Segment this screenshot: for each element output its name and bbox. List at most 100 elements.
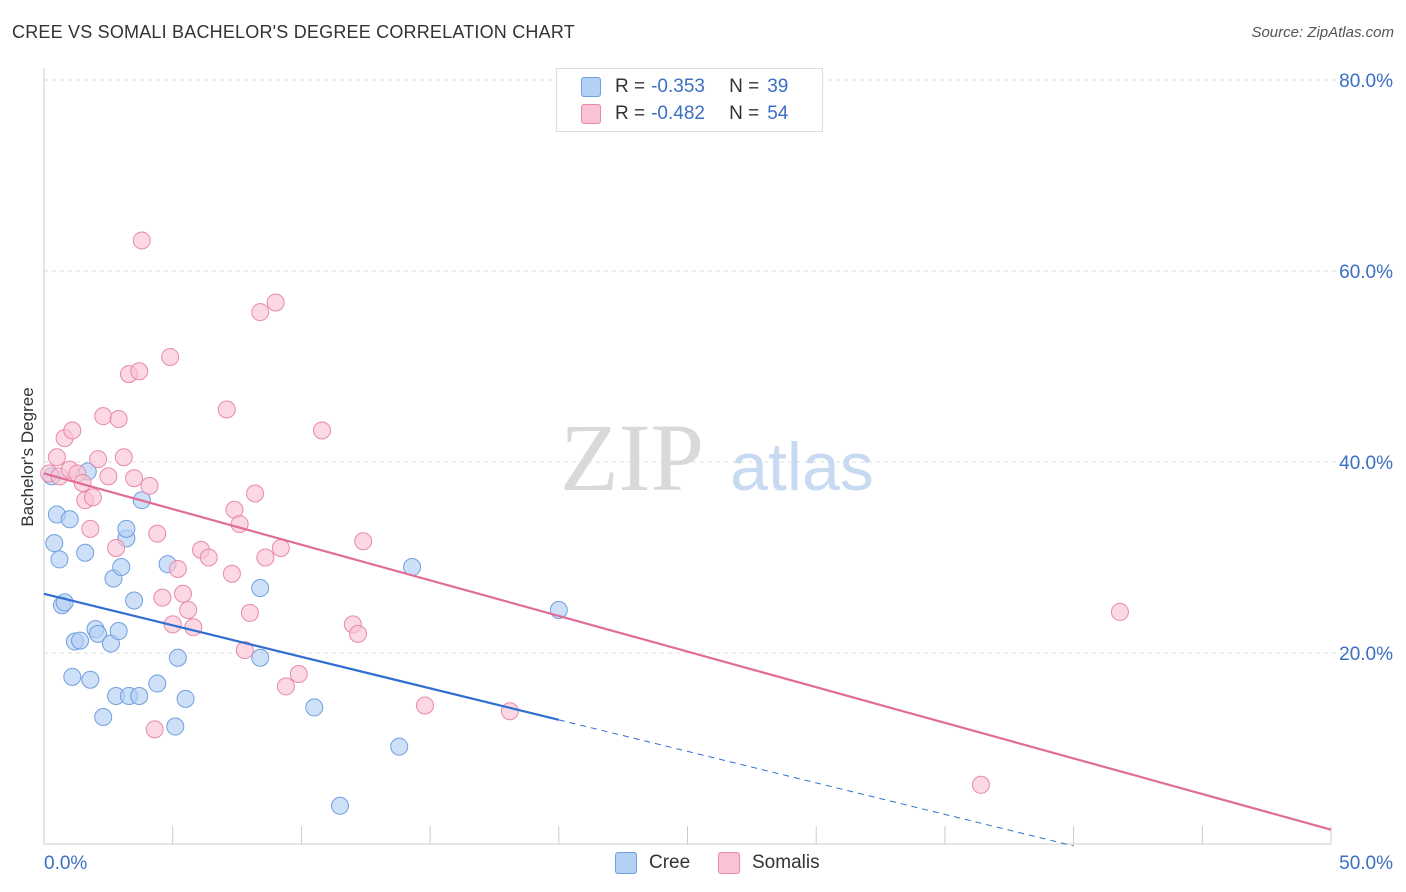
point-somalis-1 — [47, 448, 66, 467]
series-swatch-cree — [615, 852, 637, 874]
legend-row-somalis: R = -0.482 N = 54 — [581, 102, 788, 126]
point-somalis-15 — [109, 410, 128, 429]
point-somalis-14 — [107, 538, 126, 557]
point-cree-9 — [71, 631, 90, 650]
watermark-zip: ZIP — [560, 404, 704, 511]
x-tick-label-max: 50.0% — [1339, 853, 1393, 874]
legend-n-value: 39 — [767, 76, 789, 97]
legend-r-value: -0.482 — [651, 103, 705, 124]
y-tick-label-20: 20.0% — [1339, 644, 1393, 665]
trend-line-cree-extension — [558, 719, 1074, 847]
point-somalis-9 — [81, 519, 100, 538]
point-somalis-44 — [276, 677, 295, 696]
point-cree-29 — [166, 717, 185, 736]
point-somalis-12 — [94, 407, 113, 426]
point-somalis-39 — [246, 484, 265, 503]
axes — [43, 68, 1332, 845]
legend-r-value: -0.353 — [651, 76, 705, 97]
point-somalis-42 — [266, 293, 285, 312]
point-cree-34 — [305, 698, 324, 717]
point-cree-20 — [112, 558, 131, 577]
point-cree-27 — [148, 674, 167, 693]
point-cree-19 — [109, 622, 128, 641]
point-somalis-22 — [145, 720, 164, 739]
point-somalis-29 — [179, 601, 198, 620]
point-cree-7 — [63, 667, 82, 686]
correlation-legend: R = -0.353 N = 39 R = -0.482 N = 54 — [556, 68, 823, 132]
data-points — [40, 231, 1129, 815]
watermark-atlas: atlas — [730, 429, 874, 505]
point-cree-10 — [76, 543, 95, 562]
point-somalis-25 — [161, 347, 180, 366]
source-label: Source: ZipAtlas.com — [1251, 24, 1394, 41]
series-legend: Cree Somalis — [0, 852, 1406, 876]
point-cree-12 — [81, 670, 100, 689]
point-somalis-53 — [1110, 602, 1129, 621]
series-legend-somalis[interactable]: Somalis — [718, 852, 820, 874]
tick-labels: 20.0% 40.0% 60.0% 80.0% 0.0% 50.0% — [44, 71, 1393, 874]
point-somalis-49 — [354, 532, 373, 551]
point-cree-25 — [130, 686, 149, 705]
legend-swatch-somalis — [581, 104, 601, 124]
point-somalis-52 — [971, 775, 990, 794]
series-legend-cree[interactable]: Cree — [615, 852, 690, 874]
point-somalis-21 — [140, 476, 159, 495]
point-somalis-18 — [125, 469, 144, 488]
point-somalis-48 — [349, 624, 368, 643]
point-somalis-20 — [132, 231, 151, 250]
point-somalis-24 — [153, 588, 172, 607]
y-tick-label-80: 80.0% — [1339, 71, 1393, 92]
legend-n-label: N = — [729, 76, 760, 97]
point-cree-36 — [390, 737, 409, 756]
point-somalis-11 — [89, 450, 108, 469]
point-somalis-43 — [271, 538, 290, 557]
grid-lines — [44, 79, 1392, 654]
point-somalis-41 — [256, 548, 275, 567]
series-swatch-somalis — [718, 852, 740, 874]
legend-swatch-cree — [581, 77, 601, 97]
point-somalis-33 — [217, 400, 236, 419]
point-somalis-5 — [63, 421, 82, 440]
point-cree-14 — [89, 624, 108, 643]
legend-n-label: N = — [729, 103, 760, 124]
point-cree-33 — [251, 648, 270, 667]
point-somalis-16 — [114, 448, 133, 467]
point-cree-31 — [176, 689, 195, 708]
point-cree-22 — [117, 519, 136, 538]
x-tick-label-min: 0.0% — [44, 853, 87, 874]
point-somalis-32 — [199, 548, 218, 567]
point-somalis-13 — [99, 467, 118, 486]
point-somalis-19 — [130, 362, 149, 381]
point-cree-32 — [251, 579, 270, 598]
point-somalis-28 — [173, 584, 192, 603]
point-somalis-23 — [148, 524, 167, 543]
y-tick-label-60: 60.0% — [1339, 262, 1393, 283]
y-tick-label-40: 40.0% — [1339, 453, 1393, 474]
legend-r-label: R = — [615, 103, 646, 124]
point-cree-6 — [60, 510, 79, 529]
point-cree-15 — [94, 707, 113, 726]
legend-row-cree: R = -0.353 N = 39 — [581, 75, 788, 99]
point-somalis-34 — [222, 564, 241, 583]
point-somalis-40 — [251, 303, 270, 322]
point-cree-30 — [168, 648, 187, 667]
legend-n-value: 54 — [767, 103, 789, 124]
point-cree-35 — [331, 796, 350, 815]
point-somalis-27 — [168, 559, 187, 578]
point-somalis-37 — [235, 641, 254, 660]
point-somalis-30 — [184, 618, 203, 637]
point-cree-3 — [50, 550, 69, 569]
series-label-cree: Cree — [649, 852, 691, 873]
point-somalis-50 — [415, 696, 434, 715]
point-somalis-45 — [289, 665, 308, 684]
chart-title: CREE VS SOMALI BACHELOR'S DEGREE CORRELA… — [12, 22, 575, 42]
point-cree-24 — [125, 591, 144, 610]
watermark: ZIP atlas — [560, 404, 874, 511]
trend-lines — [43, 472, 1332, 847]
legend-r-label: R = — [615, 76, 646, 97]
point-somalis-46 — [312, 421, 331, 440]
trend-line-cree — [43, 592, 560, 721]
point-somalis-38 — [240, 603, 259, 622]
point-somalis-10 — [83, 488, 102, 507]
